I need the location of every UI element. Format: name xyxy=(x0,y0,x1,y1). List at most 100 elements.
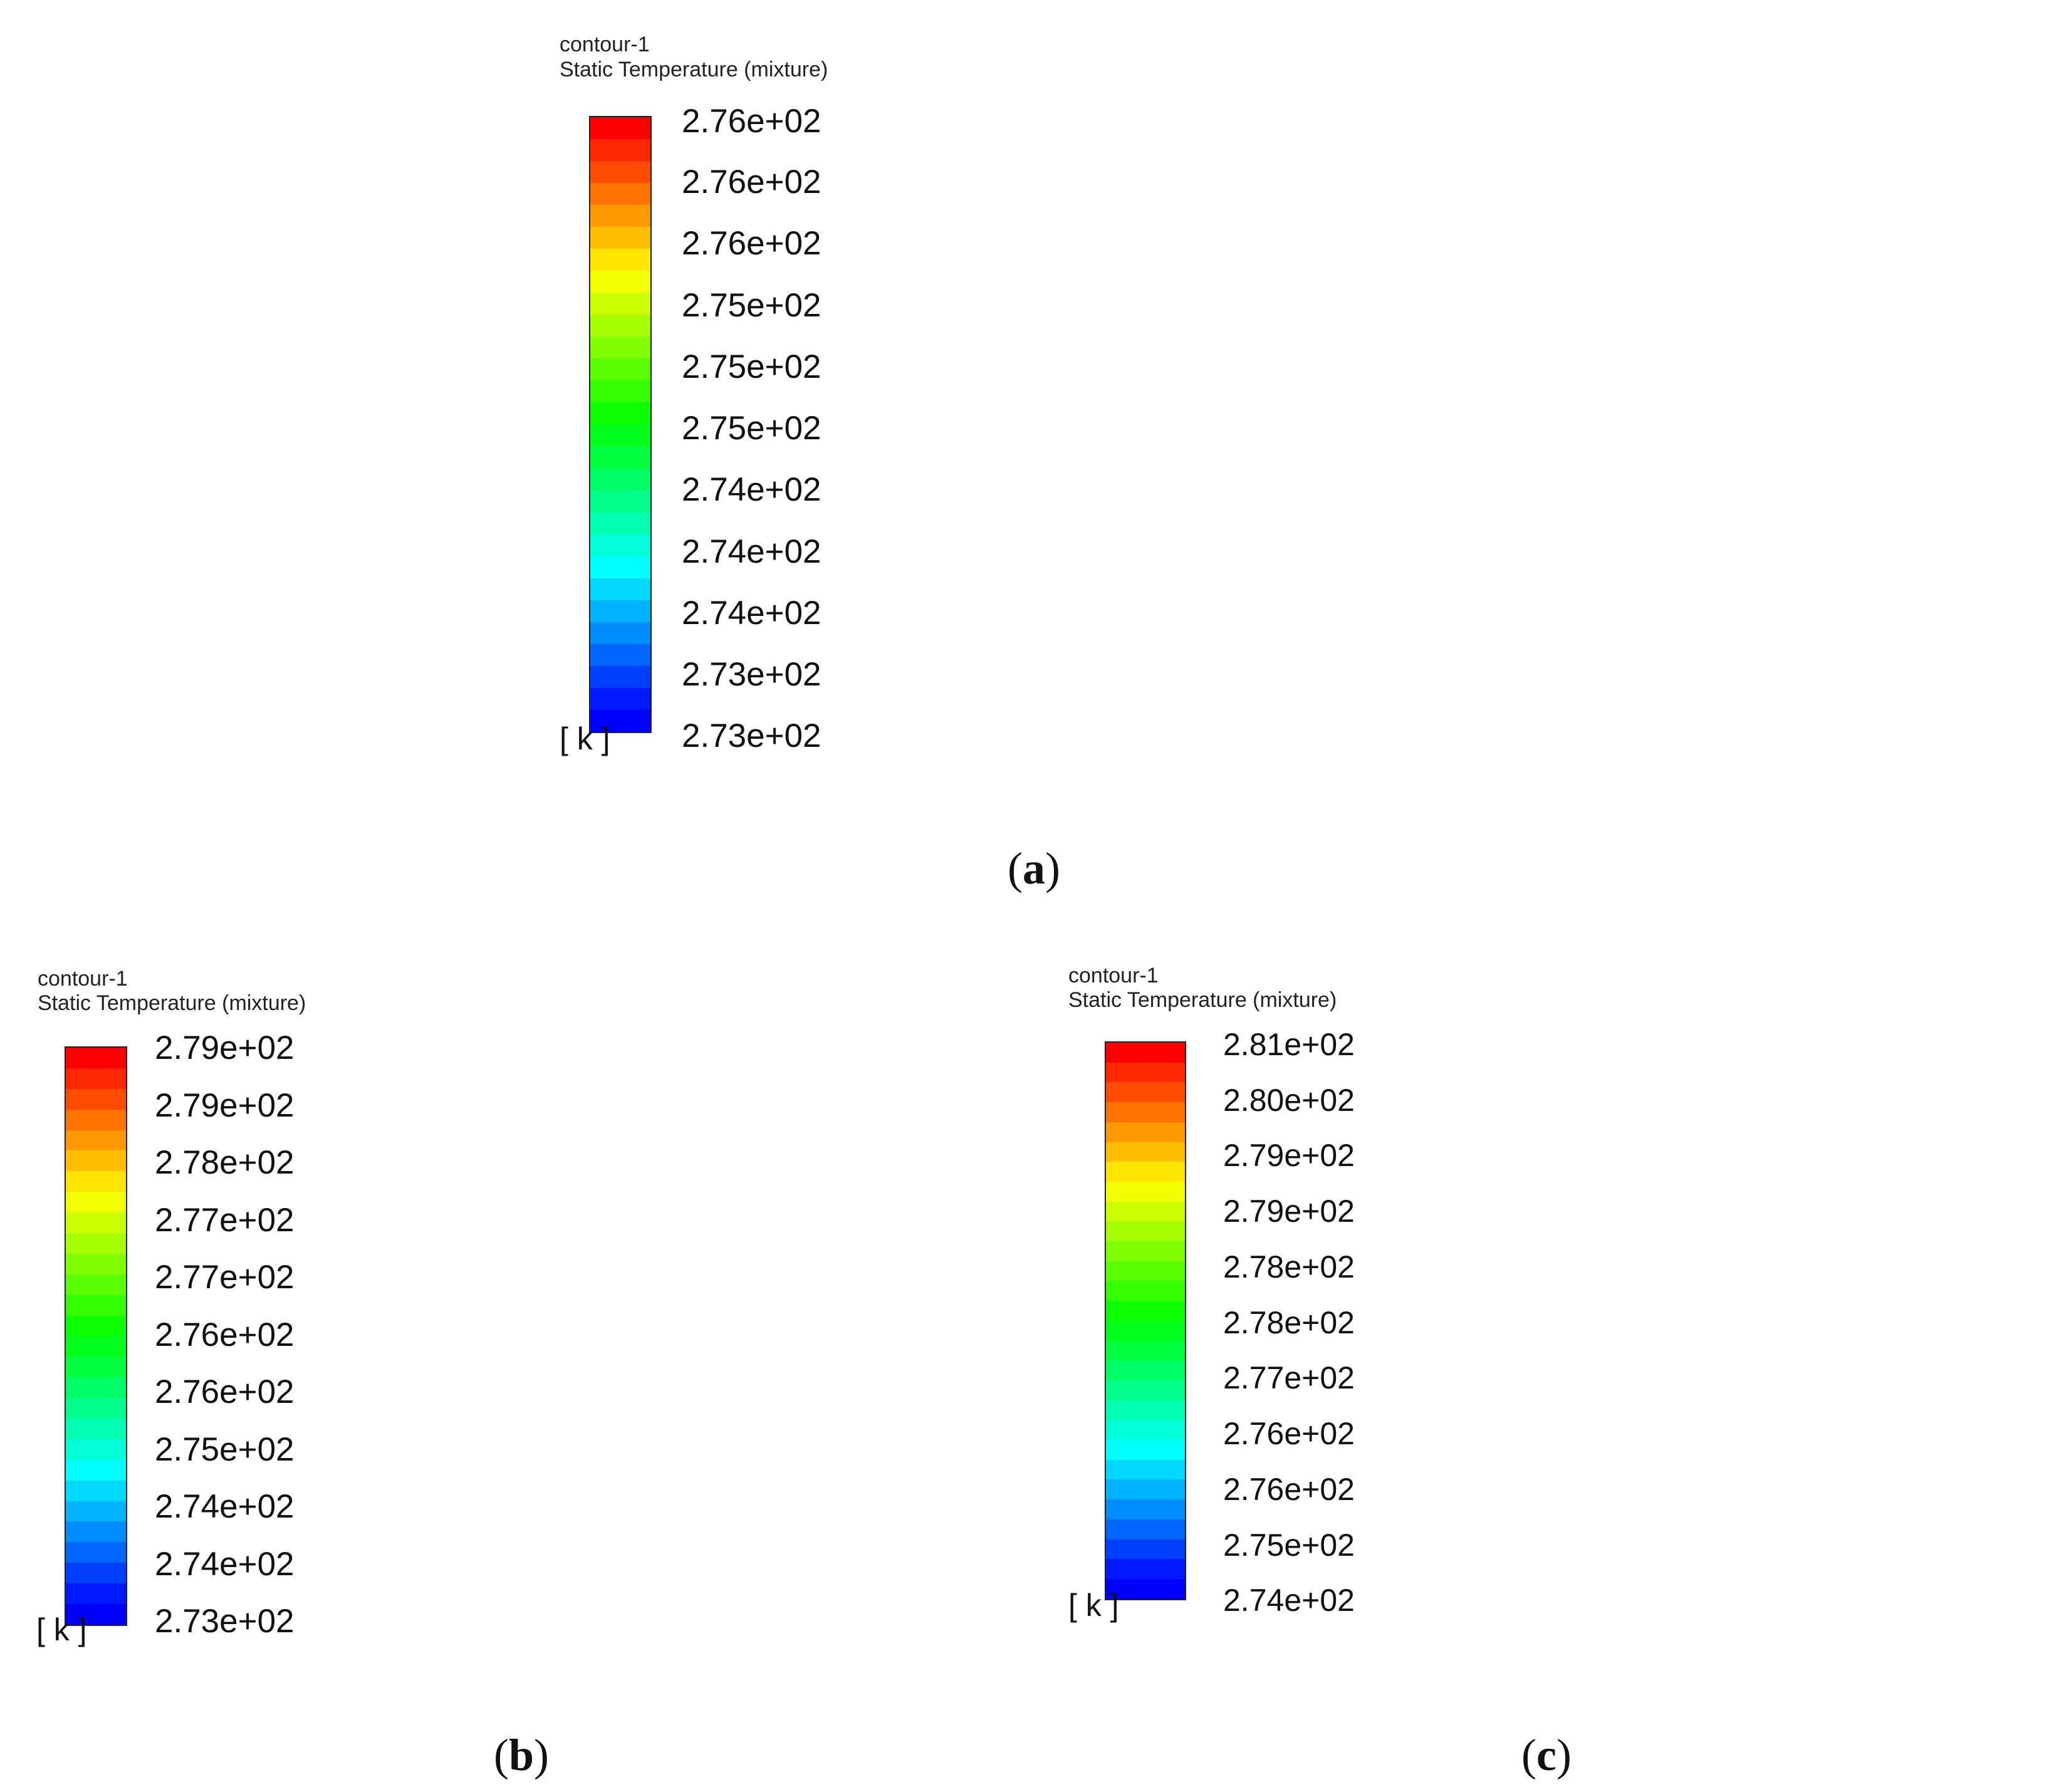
panel-a-colorbar-band xyxy=(590,709,650,732)
panel-b-colorbar-band xyxy=(66,1357,126,1378)
panel-b-colorbar-band xyxy=(66,1439,126,1460)
panel-c-caption-letter: c xyxy=(1536,1730,1556,1780)
panel-b-tick-4: 2.77e+02 xyxy=(155,1259,295,1296)
panel-c-colorbar-band xyxy=(1106,1578,1185,1599)
panel-a-tick-7: 2.74e+02 xyxy=(682,533,821,570)
panel-a-colorbar-band xyxy=(590,227,650,249)
panel-b-colorbar-band xyxy=(66,1604,126,1625)
panel-c-colorbar-band xyxy=(1106,1380,1185,1400)
panel-a-colorbar-band xyxy=(590,468,650,491)
panel-a-tick-4: 2.75e+02 xyxy=(682,348,821,385)
panel-c-tick-6: 2.77e+02 xyxy=(1223,1360,1355,1395)
panel-b-colorbar-band xyxy=(66,1521,126,1543)
panel-b-colorbar-band xyxy=(66,1398,126,1419)
panel-a-title-line2: Static Temperature (mixture) xyxy=(560,58,828,81)
panel-b-colorbar-band xyxy=(66,1233,126,1254)
panel-a-caption: (a) xyxy=(1008,843,1060,895)
panel-c-tick-0: 2.81e+02 xyxy=(1223,1027,1355,1062)
panel-a-colorbar xyxy=(589,116,652,733)
panel-b-caption-open: ( xyxy=(494,1730,509,1780)
panel-b-tick-3: 2.77e+02 xyxy=(155,1202,295,1239)
panel-b-colorbar xyxy=(65,1046,127,1626)
panel-a-unit-label: [ k ] xyxy=(560,721,610,756)
panel-a-colorbar-band xyxy=(590,183,650,206)
panel-a-tick-5: 2.75e+02 xyxy=(682,410,821,447)
panel-c-colorbar-band xyxy=(1106,1559,1185,1579)
panel-a-colorbar-band xyxy=(590,117,650,140)
panel-b-unit-label: [ k ] xyxy=(36,1612,87,1647)
panel-b-colorbar-band xyxy=(66,1048,126,1068)
panel-b-tick-7: 2.75e+02 xyxy=(155,1431,295,1468)
panel-b-colorbar-band xyxy=(66,1480,126,1501)
panel-c-colorbar-band xyxy=(1106,1420,1185,1440)
panel-a-colorbar-band xyxy=(590,556,650,578)
panel-c-tick-7: 2.76e+02 xyxy=(1223,1416,1355,1451)
panel-a-colorbar-band xyxy=(590,271,650,293)
panel-a-colorbar-band xyxy=(590,534,650,556)
panel-a-colorbar-band xyxy=(590,205,650,227)
panel-b-colorbar-band xyxy=(66,1501,126,1522)
panel-a-colorbar-band xyxy=(590,490,650,513)
panel-c-colorbar-band xyxy=(1106,1539,1185,1560)
panel-a-colorbar-band xyxy=(590,161,650,184)
panel-a-tick-3: 2.75e+02 xyxy=(682,287,821,324)
panel-a-caption-close: ) xyxy=(1045,843,1060,893)
panel-b-colorbar-band xyxy=(66,1109,126,1130)
panel-a-colorbar-band xyxy=(590,424,650,447)
panel-c-colorbar-band xyxy=(1106,1102,1185,1122)
panel-c-title-line2: Static Temperature (mixture) xyxy=(1068,988,1337,1012)
panel-b-tick-5: 2.76e+02 xyxy=(155,1316,295,1353)
panel-b-colorbar-band xyxy=(66,1171,126,1192)
panel-b-tick-10: 2.73e+02 xyxy=(155,1603,295,1640)
panel-b-tick-6: 2.76e+02 xyxy=(155,1373,295,1410)
panel-a-tick-1: 2.76e+02 xyxy=(682,164,821,201)
panel-b-colorbar-band xyxy=(66,1068,126,1089)
panel-b-colorbar-band xyxy=(66,1130,126,1151)
panel-a-colorbar-band xyxy=(590,687,650,710)
panel-b-caption: (b) xyxy=(494,1729,549,1781)
panel-b-colorbar-band xyxy=(66,1542,126,1563)
panel-c-colorbar-band xyxy=(1106,1241,1185,1261)
panel-c-tick-4: 2.78e+02 xyxy=(1223,1249,1355,1284)
panel-c-colorbar-band xyxy=(1106,1082,1185,1103)
panel-c-tick-5: 2.78e+02 xyxy=(1223,1305,1355,1340)
panel-b-colorbar-band xyxy=(66,1563,126,1584)
panel-a-colorbar-band xyxy=(590,315,650,337)
panel-a-colorbar-band xyxy=(590,402,650,425)
panel-a-tick-10: 2.73e+02 xyxy=(682,717,821,754)
panel-b-tick-0: 2.79e+02 xyxy=(155,1029,295,1066)
panel-b-colorbar-band xyxy=(66,1315,126,1336)
panel-c-colorbar-band xyxy=(1106,1043,1185,1063)
panel-c-tick-3: 2.79e+02 xyxy=(1223,1194,1355,1229)
panel-b-colorbar-band xyxy=(66,1150,126,1172)
panel-a-colorbar-band xyxy=(590,446,650,469)
panel-c-tick-1: 2.80e+02 xyxy=(1223,1083,1355,1118)
panel-c-title-line1: contour-1 xyxy=(1068,964,1159,987)
panel-b-streamlines xyxy=(338,1021,991,1635)
panel-c-colorbar-band xyxy=(1106,1181,1185,1202)
panel-b-colorbar-band xyxy=(66,1377,126,1399)
panel-b-tick-9: 2.74e+02 xyxy=(155,1546,295,1583)
panel-c-colorbar-band xyxy=(1106,1320,1185,1341)
panel-a-caption-open: ( xyxy=(1008,843,1023,893)
panel-c-colorbar-band xyxy=(1106,1261,1185,1281)
panel-b-tick-2: 2.78e+02 xyxy=(155,1144,295,1181)
panel-a-colorbar-band xyxy=(590,600,650,622)
panel-b-colorbar-band xyxy=(66,1212,126,1234)
panel-b-title-line2: Static Temperature (mixture) xyxy=(38,991,306,1015)
panel-a-colorbar-band xyxy=(590,293,650,315)
panel-b-colorbar-band xyxy=(66,1192,126,1213)
panel-c-caption-close: ) xyxy=(1556,1730,1572,1780)
panel-c-colorbar-band xyxy=(1106,1281,1185,1301)
panel-c-colorbar-band xyxy=(1106,1201,1185,1222)
panel-b-title-line1: contour-1 xyxy=(38,967,128,991)
panel-c-colorbar-band xyxy=(1106,1221,1185,1242)
panel-c-colorbar-band xyxy=(1106,1062,1185,1083)
panel-a-tick-0: 2.76e+02 xyxy=(682,103,821,140)
panel-b-colorbar-band xyxy=(66,1253,126,1274)
panel-c-tick-10: 2.74e+02 xyxy=(1223,1583,1355,1618)
panel-c-colorbar-band xyxy=(1106,1499,1185,1519)
panel-c-colorbar-band xyxy=(1106,1301,1185,1321)
panel-c-colorbar-band xyxy=(1106,1142,1185,1162)
panel-b-colorbar-band xyxy=(66,1459,126,1481)
